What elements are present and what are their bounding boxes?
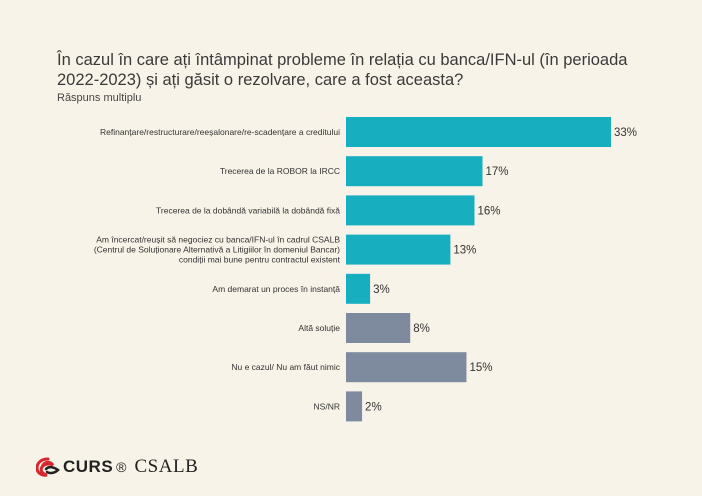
value-label-1: 33%	[614, 127, 637, 139]
category-label-line: Altă soluție	[298, 323, 340, 333]
category-label-4: Am încercat/reușit să negociez cu banca/…	[94, 235, 341, 265]
value-label-3: 16%	[477, 205, 500, 217]
bar-3	[346, 195, 475, 226]
csalb-logo: CSALB	[134, 456, 199, 477]
registered-mark: ®	[116, 459, 127, 475]
curs-logo: CURS ®	[36, 457, 127, 477]
bar-8	[346, 391, 363, 422]
value-label-8: 2%	[365, 401, 382, 413]
value-label-7: 15%	[469, 362, 492, 374]
footer-logos: CURS ® CSALB	[36, 452, 198, 482]
category-label-line: Am încercat/reușit să negociez cu banca/…	[96, 235, 340, 245]
category-label-line: Trecerea de la ROBOR la IRCC	[220, 166, 340, 176]
bar-1	[346, 117, 611, 147]
chart-title: În cazul în care ați întâmpinat probleme…	[57, 51, 628, 89]
category-label-line: (Centrul de Soluționare Alternativă a Li…	[94, 245, 340, 255]
bar-2	[346, 156, 483, 187]
category-label-line: Nu e cazul/ Nu am făut nimic	[231, 362, 340, 372]
category-label-7: Nu e cazul/ Nu am făut nimic	[231, 362, 340, 372]
bar-6	[346, 313, 411, 343]
category-label-line: Am demarat un proces în instanță	[212, 284, 340, 294]
category-label-line: Trecerea de la dobândă variabilă la dobâ…	[156, 205, 340, 215]
value-label-5: 3%	[373, 284, 390, 296]
bar-7	[346, 352, 467, 383]
curs-logo-text: CURS	[63, 457, 114, 476]
category-label-5: Am demarat un proces în instanță	[212, 284, 340, 294]
value-label-2: 17%	[486, 166, 509, 178]
value-label-4: 13%	[453, 245, 476, 257]
value-label-6: 8%	[413, 323, 430, 335]
category-label-3: Trecerea de la dobândă variabilă la dobâ…	[156, 205, 340, 215]
category-label-6: Altă soluție	[298, 323, 340, 333]
bar-4	[346, 234, 451, 265]
bar-5	[346, 273, 371, 304]
category-label-8: NS/NR	[314, 401, 340, 411]
curs-swirl-icon	[36, 457, 60, 477]
category-label-1: Refinanțare/restructurare/reeșalonare/re…	[100, 127, 340, 137]
category-label-2: Trecerea de la ROBOR la IRCC	[220, 166, 340, 176]
category-label-line: Refinanțare/restructurare/reeșalonare/re…	[100, 127, 340, 137]
chart-subtitle: Răspuns multiplu	[57, 92, 142, 104]
category-label-line: NS/NR	[314, 401, 340, 411]
category-label-line: condiții mai bune pentru contractul exis…	[179, 255, 341, 265]
